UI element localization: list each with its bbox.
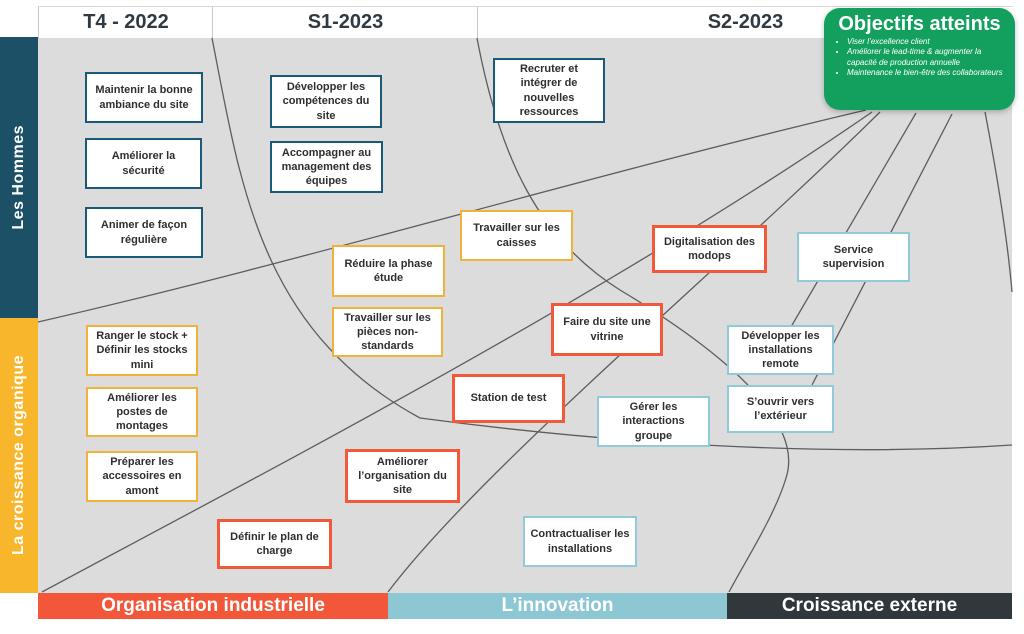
footer-bar-label: Croissance externe xyxy=(781,595,958,616)
objectives-callout: Objectifs atteints Viser l’excellence cl… xyxy=(824,8,1015,110)
node-developper-installations-remote: Développer les installations remote xyxy=(727,325,834,375)
node-maintenir-bonne-ambiance: Maintenir la bonne ambiance du site xyxy=(85,72,203,123)
node-definir-plan-charge: Définir le plan de charge xyxy=(217,519,332,569)
footer-bar-label: Organisation industrielle xyxy=(101,595,325,616)
timeline-column-s1-2023: S1-2023 xyxy=(212,6,478,38)
node-ameliorer-postes-montages: Améliorer les postes de montages xyxy=(86,387,198,437)
node-contractualiser-installations: Contractualiser les installations xyxy=(523,516,637,567)
row-band-label: La croissance organique xyxy=(10,355,27,556)
node-recruter-integrer-ressources: Recruter et intégrer de nouvelles ressou… xyxy=(493,58,605,123)
objective-item: Améliorer le lead-time & augmenter la ca… xyxy=(847,47,1005,68)
timeline-label: S2-2023 xyxy=(707,11,784,33)
node-preparer-accessoires-amont: Préparer les accessoires en amont xyxy=(86,451,198,502)
footer-bar-organisation-industrielle: Organisation industrielle xyxy=(38,593,388,619)
row-band-les-hommes: Les Hommes xyxy=(0,37,38,318)
node-reduire-phase-etude: Réduire la phase étude xyxy=(332,245,445,297)
node-souvrir-vers-exterieur: S’ouvrir vers l’extérieur xyxy=(727,385,834,433)
node-accompagner-management: Accompagner au management des équipes xyxy=(270,141,383,193)
row-band-croissance-organique: La croissance organique xyxy=(0,318,38,593)
objective-item: Viser l’excellence client xyxy=(847,37,1005,47)
node-digitalisation-modops: Digitalisation des modops xyxy=(652,225,767,273)
node-faire-site-vitrine: Faire du site une vitrine xyxy=(551,303,663,356)
footer-bar-innovation: L’innovation xyxy=(388,593,727,619)
timeline-label: T4 - 2022 xyxy=(83,11,169,33)
timeline-column-t4-2022: T4 - 2022 xyxy=(38,6,213,38)
objectives-title: Objectifs atteints xyxy=(838,13,1001,35)
node-station-de-test: Station de test xyxy=(452,374,565,423)
footer-bar-label: L’innovation xyxy=(501,595,614,616)
node-service-supervision: Service supervision xyxy=(797,232,910,282)
objectives-list: Viser l’excellence client Améliorer le l… xyxy=(834,37,1005,79)
node-ranger-stock-definir-mini: Ranger le stock + Définir les stocks min… xyxy=(86,325,198,376)
row-band-label: Les Hommes xyxy=(10,125,27,230)
node-ameliorer-securite: Améliorer la sécurité xyxy=(85,138,202,189)
node-gerer-interactions-groupe: Gérer les interactions groupe xyxy=(597,396,710,447)
node-travailler-pieces-non-standards: Travailler sur les pièces non-standards xyxy=(332,307,443,357)
timeline-label: S1-2023 xyxy=(307,11,384,33)
node-travailler-caisses: Travailler sur les caisses xyxy=(460,210,573,261)
footer-bar-croissance-externe: Croissance externe xyxy=(727,593,1012,619)
node-ameliorer-organisation-site: Améliorer l’organisation du site xyxy=(345,449,460,503)
node-animer-facon-reguliere: Animer de façon régulière xyxy=(85,207,203,258)
node-developper-competences: Développer les compétences du site xyxy=(270,75,382,128)
objective-item: Maintenance le bien-être des collaborate… xyxy=(847,68,1005,78)
